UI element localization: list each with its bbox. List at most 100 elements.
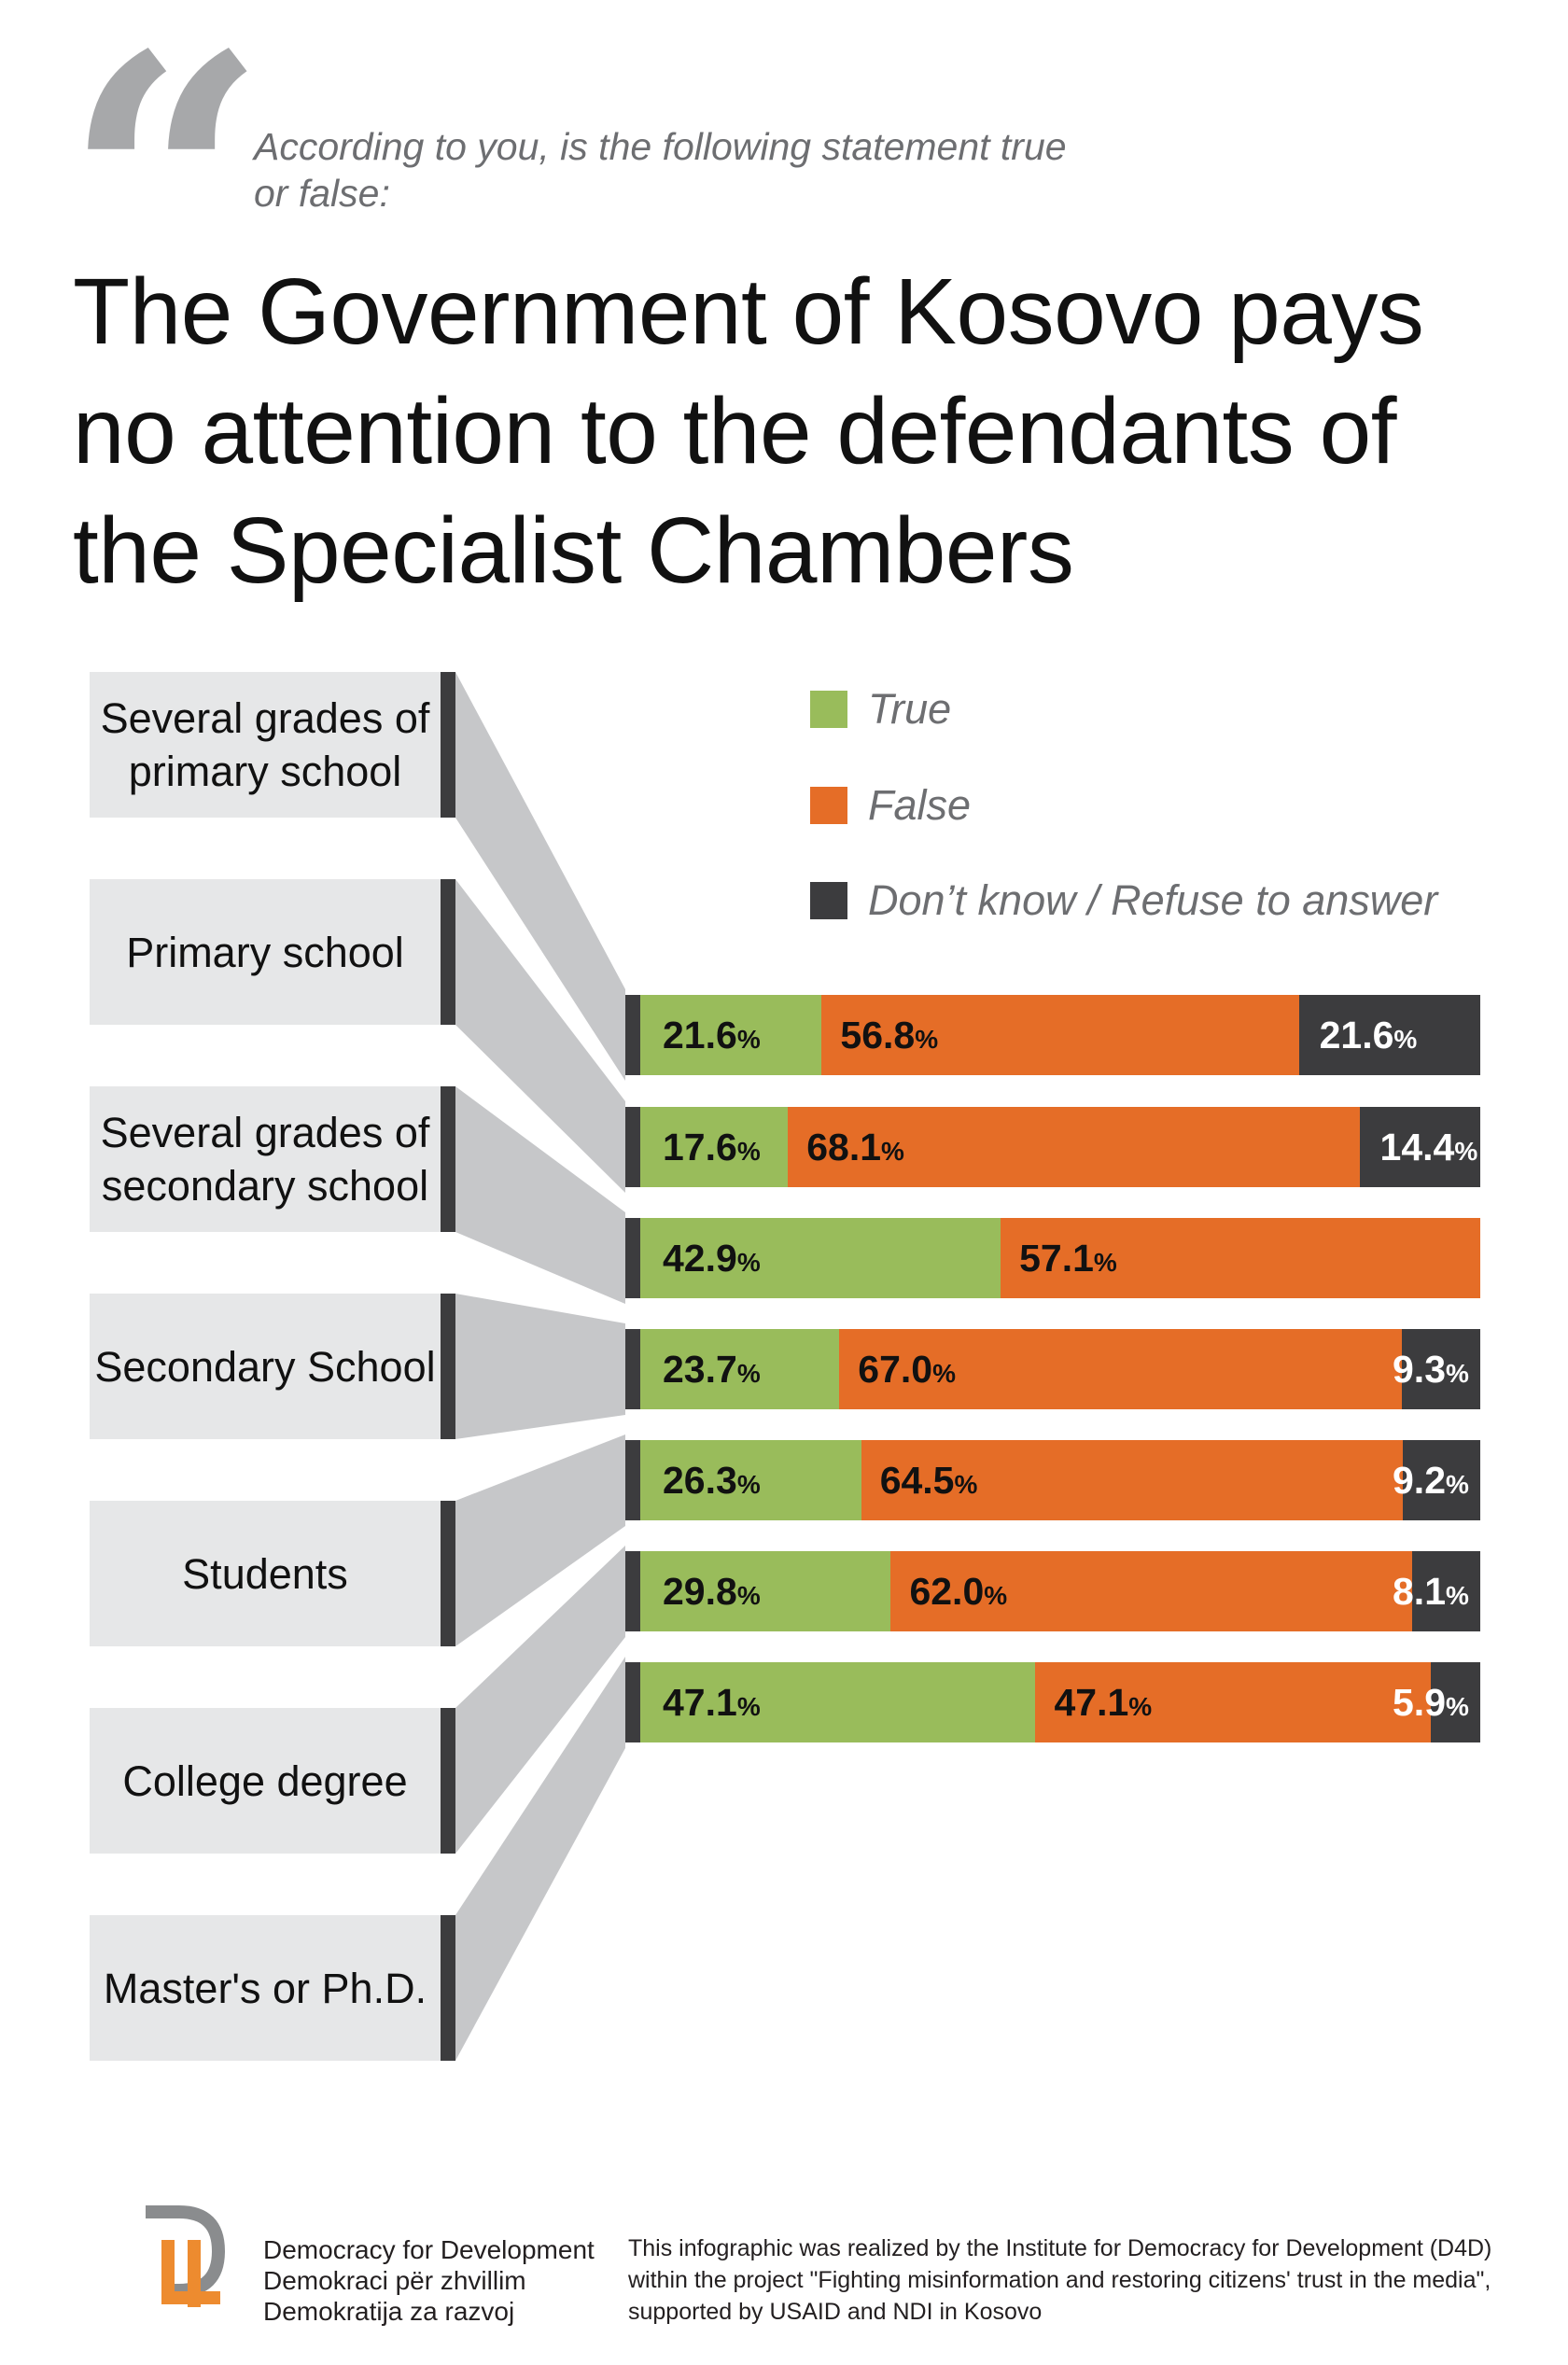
category-box: Primary school [90,879,441,1025]
data-label-unit: % [881,1137,904,1166]
data-label-value: 5.9 [1393,1681,1446,1724]
data-label-unit: % [1454,1137,1478,1166]
category-box: College degree [90,1708,441,1854]
bar-segment-true [640,1551,891,1631]
data-label-unit: % [1393,1025,1418,1054]
category-box: Several grades of secondary school [90,1086,441,1232]
category-box: Several grades of primary school [90,672,441,818]
category-box: Students [90,1501,441,1646]
data-label-true: 26.3% [663,1440,761,1525]
bar-segment-true [640,1440,861,1520]
data-label-unit: % [1446,1581,1469,1610]
legend-label: False [868,781,972,829]
data-label-value: 42.9 [663,1237,737,1280]
connector-band [455,1546,625,1854]
bar-row [640,1218,1480,1298]
data-label-value: 29.8 [663,1570,737,1613]
data-label-unit: % [1446,1359,1469,1388]
data-label-false: 56.8% [840,995,938,1080]
bar-segment-dont_know [1298,995,1480,1075]
bar-row [640,1329,1480,1409]
bar-row [640,1551,1480,1631]
connector-band [455,879,625,1193]
category-label: Primary school [126,928,404,976]
bar-segment-false [861,1440,1404,1520]
data-label-dont_know: 21.6% [1320,995,1418,1080]
category-label: Several grades of secondary school [100,1109,430,1210]
data-label-unit: % [736,1137,761,1166]
bar-segment-dont_know [1403,1440,1480,1520]
data-label-false: 47.1% [1054,1662,1152,1747]
category-tab [441,1086,455,1232]
data-label-value: 47.1 [1054,1681,1129,1724]
org-name-english: Democracy for Development [263,2235,595,2264]
data-label-unit: % [915,1025,939,1054]
category-label: Master's or Ph.D. [103,1964,427,2012]
connector-band [455,672,625,1081]
legend-swatch [810,787,847,824]
data-label-value: 67.0 [858,1348,933,1391]
data-label-unit: % [1128,1692,1153,1721]
legend-swatch [810,691,847,728]
data-label-unit: % [736,1581,761,1610]
data-label-true: 23.7% [663,1329,761,1414]
legend-item-false: False [810,781,971,829]
data-label-unit: % [1446,1470,1469,1499]
bar-row-tab [625,1329,640,1409]
bar-segment-true [640,1662,1036,1742]
d4d-logo-icon [146,2205,226,2307]
legend-label: Don’t know / Refuse to answer [868,876,1438,924]
data-label-value: 9.2 [1393,1459,1446,1502]
data-label-true: 29.8% [663,1551,761,1636]
data-label-false: 62.0% [909,1551,1007,1636]
data-label-true: 47.1% [663,1662,761,1747]
credit-note: This infographic was realized by the Ins… [628,2235,1492,2325]
category-tab [441,1501,455,1646]
category-tab [441,1294,455,1439]
connector-band [455,1294,625,1439]
bar-segment-true [640,1107,789,1187]
data-label-true: 17.6% [663,1107,761,1192]
organization-names: Democracy for Development Demokraci për … [263,2234,595,2327]
bar-row [640,995,1480,1075]
data-label-value: 9.3 [1393,1348,1446,1391]
data-label-value: 62.0 [909,1570,985,1613]
data-label-true: 42.9% [663,1218,761,1303]
data-label-unit: % [932,1359,957,1388]
category-label: Secondary School [94,1342,436,1391]
page-title: The Government of Kosovo pays no attenti… [73,259,1424,603]
data-label-unit: % [954,1470,978,1499]
data-label-dont_know: 5.9% [1393,1662,1469,1747]
data-label-unit: % [1446,1692,1469,1721]
data-label-unit: % [984,1581,1008,1610]
bar-segment-false [788,1107,1360,1187]
org-name-albanian: Demokraci për zhvillim [263,2266,526,2295]
category-label: College degree [122,1756,408,1805]
data-label-value: 21.6 [663,1014,737,1057]
data-label-unit: % [736,1359,761,1388]
category-tab [441,1915,455,2061]
data-label-false: 67.0% [858,1329,956,1414]
data-label-value: 64.5 [879,1459,955,1502]
legend-label: True [868,685,952,733]
bar-segment-false [890,1551,1412,1631]
data-label-value: 8.1 [1393,1570,1446,1613]
bar-segment-true [640,995,822,1075]
bar-segment-false [821,995,1299,1075]
data-label-value: 26.3 [663,1459,737,1502]
bar-row [640,1662,1480,1742]
connector-band [455,1086,625,1304]
bar-row [640,1440,1480,1520]
data-label-unit: % [736,1692,761,1721]
data-label-value: 23.7 [663,1348,737,1391]
category-tab [441,879,455,1025]
bar-segment-true [640,1329,840,1409]
connector-band [455,1434,625,1646]
data-label-false: 57.1% [1019,1218,1117,1303]
data-label-value: 57.1 [1019,1237,1094,1280]
bar-segment-dont_know [1412,1551,1480,1631]
bar-row-tab [625,1218,640,1298]
data-label-value: 17.6 [663,1126,737,1169]
quote-mark-icon: “ [63,0,268,395]
